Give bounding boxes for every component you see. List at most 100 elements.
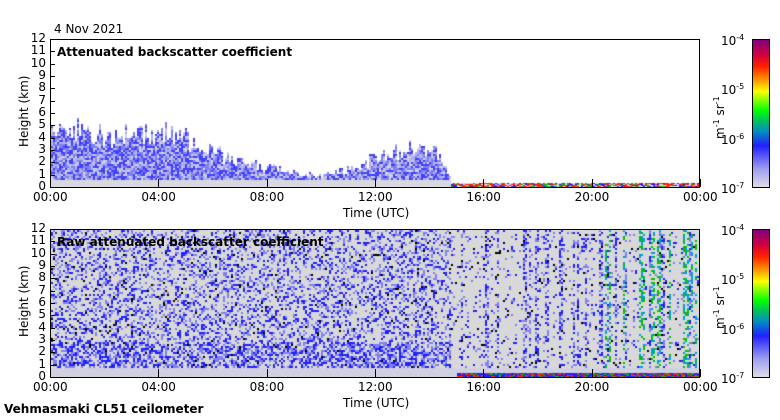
x-tick-label: 08:00	[249, 190, 285, 204]
y-tick-mark	[50, 377, 55, 378]
y-tick-label: 7	[38, 282, 46, 297]
heatmap-raw	[51, 230, 699, 377]
plot-title: Raw attenuated backscatter coefficient	[57, 235, 324, 249]
x-tick-mark	[50, 369, 51, 377]
x-tick-mark	[483, 179, 485, 187]
colorbar-tick-label: 10-5	[721, 272, 745, 288]
x-tick-label: 20:00	[574, 380, 610, 394]
y-axis-label: Height (km)	[17, 265, 31, 337]
y-tick-label: 3	[38, 332, 46, 346]
x-tick-mark	[266, 179, 268, 187]
x-tick-mark	[158, 179, 160, 187]
x-tick-mark	[591, 369, 593, 377]
y-tick-mark	[50, 327, 55, 329]
y-tick-mark	[50, 253, 55, 255]
x-tick-label: 00:00	[683, 190, 718, 204]
plot-title: Attenuated backscatter coefficient	[57, 45, 293, 59]
y-tick-label: 4	[38, 319, 46, 334]
x-tick-label: 12:00	[358, 190, 393, 204]
y-tick-mark	[50, 229, 55, 230]
y-tick-label: 11	[30, 43, 46, 58]
x-axis-label: Time (UTC)	[343, 396, 410, 410]
y-tick-mark	[50, 51, 55, 53]
y-axis-label: Height (km)	[17, 75, 31, 147]
x-tick-mark	[483, 369, 485, 377]
y-tick-label: 9	[38, 258, 46, 272]
y-tick-mark	[50, 364, 55, 366]
y-tick-mark	[50, 352, 55, 354]
y-tick-mark	[50, 187, 55, 188]
x-tick-mark	[50, 179, 51, 187]
y-tick-label: 10	[30, 55, 46, 70]
x-tick-label: 04:00	[141, 190, 176, 204]
y-tick-label: 6	[38, 295, 46, 309]
y-tick-label: 0	[38, 179, 46, 193]
y-tick-mark	[50, 125, 55, 127]
colorbar-tick-label: 10-6	[721, 321, 745, 337]
colorbar-tick-label: 10-6	[721, 131, 745, 147]
date-label: 4 Nov 2021	[54, 22, 124, 36]
y-tick-label: 1	[38, 166, 46, 181]
y-tick-mark	[50, 162, 55, 164]
y-tick-label: 9	[38, 68, 46, 82]
x-tick-label: 12:00	[358, 380, 393, 394]
y-tick-mark	[50, 100, 55, 102]
y-tick-label: 0	[38, 369, 46, 383]
y-tick-label: 8	[38, 80, 46, 95]
colorbar-top	[752, 39, 770, 188]
x-tick-label: 00:00	[683, 380, 718, 394]
colorbar-tick-label: 10-5	[721, 82, 745, 98]
y-tick-label: 3	[38, 142, 46, 156]
y-tick-mark	[50, 266, 55, 267]
x-tick-label: 16:00	[466, 190, 501, 204]
y-tick-label: 8	[38, 270, 46, 285]
y-tick-mark	[50, 63, 55, 65]
plot-raw-backscatter: Raw attenuated backscatter coefficient	[50, 229, 700, 378]
y-tick-mark	[50, 278, 55, 280]
y-tick-mark	[50, 137, 55, 139]
x-tick-label: 00:00	[33, 190, 68, 204]
y-tick-label: 10	[30, 245, 46, 260]
x-tick-mark	[700, 369, 701, 377]
x-tick-label: 00:00	[33, 380, 68, 394]
y-tick-mark	[50, 241, 55, 243]
plot-attenuated-backscatter: Attenuated backscatter coefficient	[50, 39, 700, 188]
colorbar-unit: m-1 sr-1	[712, 96, 727, 139]
x-tick-label: 08:00	[249, 380, 285, 394]
colorbar-tick-label: 10-4	[721, 33, 745, 48]
y-tick-label: 5	[38, 117, 46, 132]
x-axis-label: Time (UTC)	[343, 206, 410, 220]
y-tick-mark	[50, 174, 55, 176]
y-tick-label: 7	[38, 92, 46, 107]
colorbar-tick-label: 10-7	[721, 371, 745, 386]
y-tick-mark	[50, 340, 55, 341]
heatmap-attenuated	[51, 40, 699, 187]
y-tick-mark	[50, 88, 55, 90]
x-tick-mark	[375, 179, 376, 187]
y-tick-label: 2	[38, 344, 46, 359]
y-tick-mark	[50, 290, 55, 292]
y-tick-label: 4	[38, 129, 46, 144]
y-tick-label: 5	[38, 307, 46, 322]
y-tick-label: 12	[30, 31, 46, 45]
colorbar-unit: m-1 sr-1	[712, 286, 727, 329]
x-tick-mark	[591, 179, 593, 187]
y-tick-mark	[50, 39, 55, 40]
y-tick-mark	[50, 76, 55, 77]
y-tick-mark	[50, 303, 55, 304]
x-tick-label: 20:00	[574, 190, 610, 204]
x-tick-label: 04:00	[141, 380, 176, 394]
colorbar-tick-label: 10-4	[721, 223, 745, 238]
x-tick-mark	[266, 369, 268, 377]
colorbar-bottom	[752, 229, 770, 378]
colorbar-tick-label: 10-7	[721, 181, 745, 196]
y-tick-label: 1	[38, 356, 46, 371]
x-tick-mark	[158, 369, 160, 377]
x-tick-mark	[700, 179, 701, 187]
y-tick-label: 11	[30, 233, 46, 248]
x-tick-mark	[375, 369, 376, 377]
y-tick-label: 6	[38, 105, 46, 119]
y-tick-label: 12	[30, 221, 46, 235]
instrument-label: Vehmasmaki CL51 ceilometer	[4, 402, 204, 416]
